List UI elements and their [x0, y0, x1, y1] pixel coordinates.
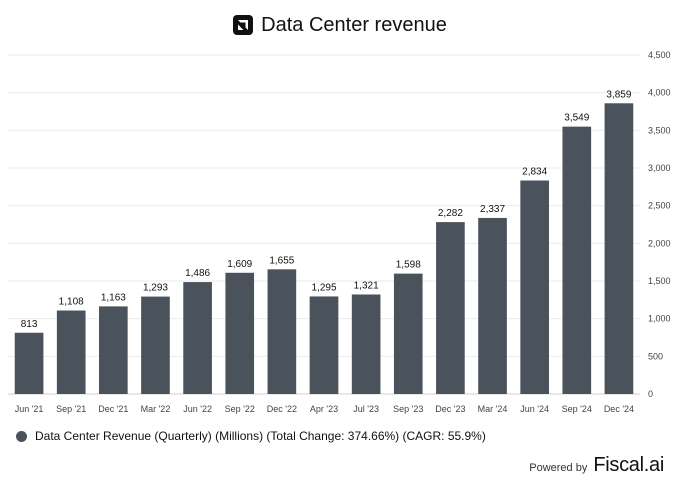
data-label: 3,549: [564, 113, 589, 124]
bar: [562, 126, 592, 394]
data-label: 1,598: [396, 260, 421, 271]
data-label: 1,295: [311, 282, 336, 293]
data-label: 1,293: [143, 283, 168, 294]
data-label: 1,163: [101, 292, 126, 303]
bar: [99, 306, 128, 394]
data-label: 1,108: [59, 297, 84, 308]
y-tick-label: 4,500: [648, 50, 671, 60]
bar: [183, 282, 212, 394]
company-logo-icon: [233, 15, 254, 35]
data-label: 1,321: [354, 280, 379, 291]
bar: [267, 269, 297, 394]
x-tick-label: Sep '22: [225, 404, 255, 414]
legend-swatch: [16, 430, 27, 442]
bar: [393, 273, 423, 394]
bar: [478, 217, 507, 394]
data-label: 2,337: [480, 204, 505, 215]
data-label: 1,486: [185, 268, 210, 279]
bar: [520, 180, 549, 394]
x-tick-label: Dec '24: [604, 404, 634, 414]
bar: [225, 272, 255, 394]
data-label: 1,655: [269, 255, 294, 266]
x-tick-label: Dec '23: [435, 404, 465, 414]
bar: [351, 294, 381, 394]
data-label: 2,834: [522, 167, 547, 178]
bar: [141, 296, 170, 394]
bar: [604, 103, 634, 394]
x-tick-label: Apr '23: [310, 404, 338, 414]
y-tick-label: 4,000: [648, 88, 671, 98]
footer: Powered by Fiscal.ai: [529, 454, 664, 477]
x-tick-label: Mar '24: [478, 404, 508, 414]
bar-chart: 0 500 1,000 1,500 2,000 2,500 3,000 3,500 4,000 4…: [8, 50, 671, 414]
powered-by-text: Powered by: [529, 462, 588, 474]
y-tick-label: 500: [648, 351, 663, 361]
y-tick-label: 1,000: [648, 314, 671, 324]
y-tick-label: 2,000: [648, 238, 671, 248]
x-tick-label: Mar '22: [141, 404, 171, 414]
x-tick-label: Sep '24: [562, 404, 592, 414]
x-tick-label: Dec '22: [267, 404, 297, 414]
legend-label: Data Center Revenue (Quarterly) (Million…: [35, 429, 486, 443]
x-tick-label: Dec '21: [98, 404, 128, 414]
x-tick-label: Jun '22: [183, 404, 212, 414]
data-label: 813: [21, 319, 38, 330]
y-tick-label: 3,000: [648, 163, 671, 173]
x-tick-label: Jul '23: [353, 404, 379, 414]
x-tick-label: Sep '23: [393, 404, 423, 414]
y-tick-label: 2,500: [648, 201, 671, 211]
brand-logo: Fiscal.ai: [593, 454, 664, 476]
x-tick-label: Sep '21: [56, 404, 86, 414]
bar: [309, 296, 339, 394]
chart-title: Data Center revenue: [261, 13, 447, 36]
x-tick-label: Jun '21: [15, 404, 44, 414]
y-tick-label: 0: [648, 389, 653, 399]
x-tick-label: Jun '24: [520, 404, 549, 414]
data-label: 3,859: [606, 89, 631, 100]
y-tick-label: 3,500: [648, 125, 671, 135]
bar: [436, 222, 465, 394]
chart-header: Data Center revenue: [0, 10, 680, 40]
data-label: 1,609: [227, 259, 252, 270]
y-tick-label: 1,500: [648, 276, 671, 286]
bar: [14, 332, 44, 394]
bar: [56, 310, 86, 394]
legend: Data Center Revenue (Quarterly) (Million…: [16, 429, 486, 443]
data-label: 2,282: [438, 208, 463, 219]
